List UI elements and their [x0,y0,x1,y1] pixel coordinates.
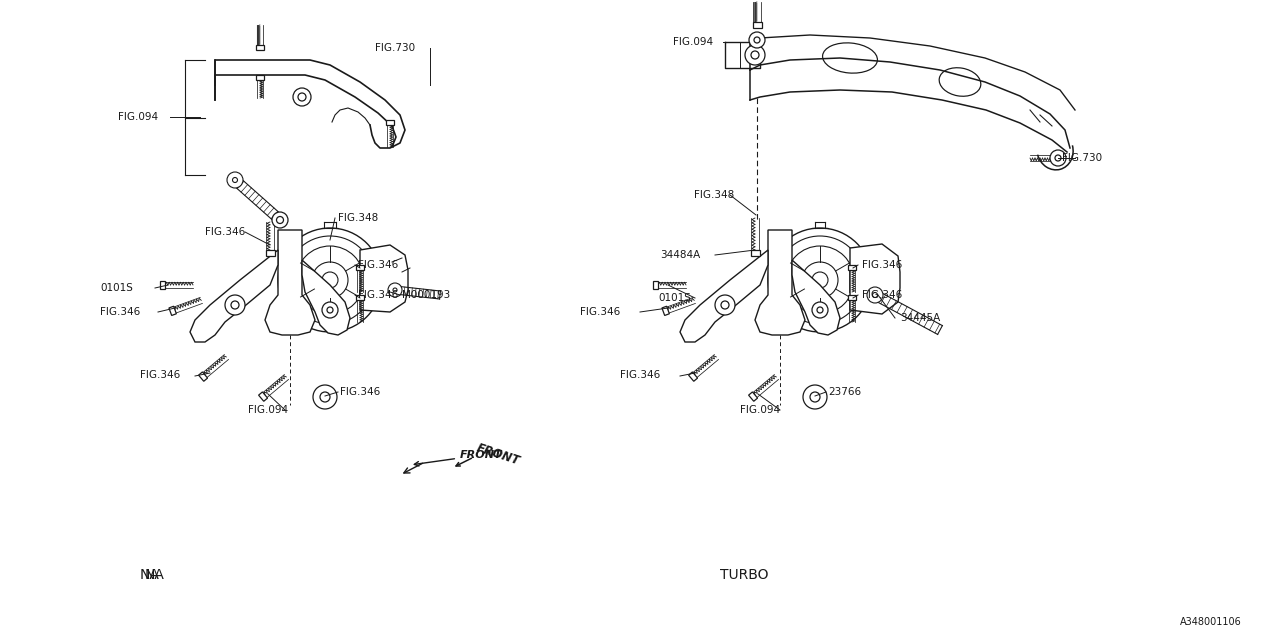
Circle shape [810,392,820,402]
Text: FIG.346: FIG.346 [205,227,246,237]
Polygon shape [360,245,408,312]
Circle shape [293,88,311,106]
Polygon shape [265,230,315,335]
Circle shape [776,236,864,324]
Circle shape [285,236,374,324]
Circle shape [749,32,765,48]
Polygon shape [689,372,698,381]
Text: FIG.346: FIG.346 [620,370,660,380]
Circle shape [716,295,735,315]
Polygon shape [755,230,805,335]
Polygon shape [256,75,264,80]
Text: FIG.094: FIG.094 [740,405,780,415]
Polygon shape [302,260,349,335]
Polygon shape [356,265,364,270]
Polygon shape [189,250,278,342]
Text: FIG.094: FIG.094 [248,405,288,415]
Circle shape [298,93,306,101]
Text: 34484A: 34484A [660,250,700,260]
Circle shape [812,272,828,288]
Circle shape [323,302,338,318]
Polygon shape [849,295,856,300]
Circle shape [803,385,827,409]
Polygon shape [750,250,759,256]
Text: FIG.346: FIG.346 [580,307,621,317]
Circle shape [323,272,338,288]
Text: FIG.346: FIG.346 [861,260,902,270]
Polygon shape [198,372,207,381]
Text: FIG.346: FIG.346 [358,260,398,270]
Circle shape [812,302,828,318]
Circle shape [867,287,883,303]
Text: FIG.348: FIG.348 [338,213,379,223]
Text: 34445A: 34445A [900,313,941,323]
Circle shape [745,45,765,65]
Circle shape [768,228,872,332]
Circle shape [227,172,243,188]
Text: FIG.346: FIG.346 [340,387,380,397]
Circle shape [388,283,402,297]
Polygon shape [753,22,762,28]
Polygon shape [256,45,264,50]
Polygon shape [849,265,856,270]
Polygon shape [387,120,394,125]
Circle shape [225,295,244,315]
Text: FIG.346: FIG.346 [140,370,180,380]
Polygon shape [792,260,840,335]
Circle shape [721,301,730,309]
Text: FIG.346: FIG.346 [358,290,398,300]
Circle shape [1055,155,1061,161]
Circle shape [817,307,823,313]
Polygon shape [680,250,768,342]
Polygon shape [265,250,274,256]
Text: M000193: M000193 [402,290,451,300]
Text: FRONT: FRONT [415,450,503,466]
Circle shape [873,292,878,298]
Text: FIG.094: FIG.094 [673,37,713,47]
Circle shape [312,262,348,298]
Circle shape [296,246,364,314]
Circle shape [278,228,381,332]
Polygon shape [749,392,758,401]
Text: FIG.348: FIG.348 [694,190,735,200]
Polygon shape [1055,154,1060,162]
Text: 23766: 23766 [828,387,861,397]
Polygon shape [850,244,900,314]
Polygon shape [356,295,364,300]
Text: A348001106: A348001106 [1180,617,1242,627]
Text: FRONT: FRONT [475,442,522,468]
Text: FIG.730: FIG.730 [1062,153,1102,163]
Text: TURBO: TURBO [719,568,768,582]
Text: FIG.346: FIG.346 [100,307,141,317]
Circle shape [803,262,838,298]
Ellipse shape [823,43,877,73]
Text: 0101S: 0101S [100,283,133,293]
Ellipse shape [940,68,980,96]
Circle shape [754,37,760,43]
Circle shape [276,216,283,223]
Text: NA: NA [140,568,160,582]
Circle shape [393,288,397,292]
Circle shape [320,392,330,402]
Text: FIG.346: FIG.346 [861,290,902,300]
Text: FIG.730: FIG.730 [375,43,415,53]
Polygon shape [653,281,658,289]
Polygon shape [169,307,177,316]
Circle shape [751,51,759,59]
Circle shape [786,246,854,314]
Text: FIG.094: FIG.094 [118,112,159,122]
Circle shape [1050,150,1066,166]
Polygon shape [259,392,268,401]
Circle shape [230,301,239,309]
Circle shape [326,307,333,313]
Polygon shape [160,281,165,289]
Circle shape [314,385,337,409]
Text: 0101S: 0101S [658,293,691,303]
Polygon shape [662,307,669,316]
Circle shape [273,212,288,228]
Text: NA: NA [145,568,165,582]
Circle shape [233,177,238,182]
